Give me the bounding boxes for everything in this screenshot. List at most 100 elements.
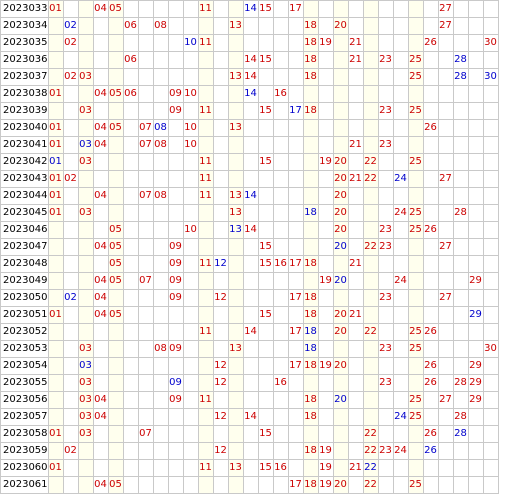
empty-cell	[107, 357, 124, 375]
red-number-cell: 23	[377, 221, 394, 239]
empty-cell	[437, 357, 454, 375]
empty-cell	[467, 85, 484, 103]
empty-cell	[482, 204, 499, 222]
empty-cell	[392, 374, 409, 392]
empty-cell	[107, 170, 124, 188]
red-number-cell: 04	[92, 136, 109, 154]
red-number-cell: 05	[107, 476, 124, 494]
issue-number: 2023039	[0, 102, 49, 120]
empty-cell	[287, 306, 304, 324]
empty-cell	[92, 34, 109, 52]
empty-cell	[242, 289, 259, 307]
red-number-cell: 19	[317, 442, 334, 460]
red-number-cell: 22	[362, 425, 379, 443]
table-row: 2023043 01 02 11 20 21 22 24 27	[0, 170, 499, 188]
red-number-cell: 23	[377, 289, 394, 307]
red-number-cell: 05	[107, 221, 124, 239]
red-number-cell: 22	[362, 442, 379, 460]
empty-cell	[182, 442, 199, 460]
empty-cell	[122, 255, 139, 273]
blue-number-cell: 01	[47, 153, 64, 171]
empty-cell	[212, 238, 229, 256]
empty-cell	[137, 255, 154, 273]
red-number-cell: 25	[407, 340, 424, 358]
empty-cell	[392, 221, 409, 239]
empty-cell	[197, 340, 214, 358]
red-number-cell: 07	[137, 272, 154, 290]
empty-cell	[347, 238, 364, 256]
empty-cell	[227, 102, 244, 120]
empty-cell	[332, 0, 349, 18]
empty-cell	[197, 51, 214, 69]
empty-cell	[107, 425, 124, 443]
red-number-cell: 17	[287, 0, 304, 18]
empty-cell	[62, 187, 79, 205]
empty-cell	[467, 102, 484, 120]
empty-cell	[392, 17, 409, 35]
empty-cell	[437, 204, 454, 222]
empty-cell	[62, 306, 79, 324]
red-number-cell: 11	[197, 34, 214, 52]
empty-cell	[212, 187, 229, 205]
empty-cell	[287, 34, 304, 52]
red-number-cell: 25	[407, 476, 424, 494]
empty-cell	[182, 51, 199, 69]
empty-cell	[182, 391, 199, 409]
empty-cell	[137, 153, 154, 171]
empty-cell	[272, 340, 289, 358]
empty-cell	[287, 136, 304, 154]
empty-cell	[482, 102, 499, 120]
empty-cell	[92, 459, 109, 477]
empty-cell	[182, 204, 199, 222]
empty-cell	[182, 238, 199, 256]
empty-cell	[77, 187, 94, 205]
empty-cell	[152, 391, 169, 409]
red-number-cell: 29	[467, 391, 484, 409]
red-number-cell: 26	[422, 357, 439, 375]
empty-cell	[467, 0, 484, 18]
issue-number: 2023035	[0, 34, 49, 52]
empty-cell	[332, 425, 349, 443]
red-number-cell: 09	[167, 102, 184, 120]
table-row: 2023055 03 09 12 16 23 26 28 29	[0, 374, 499, 392]
issue-number: 2023033	[0, 0, 49, 18]
empty-cell	[257, 17, 274, 35]
empty-cell	[467, 340, 484, 358]
empty-cell	[377, 34, 394, 52]
empty-cell	[392, 187, 409, 205]
red-number-cell: 01	[47, 119, 64, 137]
empty-cell	[467, 221, 484, 239]
empty-cell	[287, 238, 304, 256]
empty-cell	[167, 204, 184, 222]
empty-cell	[197, 119, 214, 137]
empty-cell	[107, 340, 124, 358]
empty-cell	[77, 289, 94, 307]
red-number-cell: 08	[152, 340, 169, 358]
empty-cell	[467, 68, 484, 86]
empty-cell	[347, 289, 364, 307]
empty-cell	[152, 238, 169, 256]
empty-cell	[317, 136, 334, 154]
empty-cell	[182, 170, 199, 188]
empty-cell	[77, 0, 94, 18]
red-number-cell: 09	[167, 340, 184, 358]
empty-cell	[407, 442, 424, 460]
red-number-cell: 25	[407, 204, 424, 222]
empty-cell	[107, 459, 124, 477]
empty-cell	[467, 153, 484, 171]
empty-cell	[302, 221, 319, 239]
red-number-cell: 21	[347, 51, 364, 69]
issue-number: 2023058	[0, 425, 49, 443]
table-row: 2023049 04 05 07 09 19 20 24 29	[0, 272, 499, 290]
empty-cell	[47, 272, 64, 290]
empty-cell	[47, 238, 64, 256]
empty-cell	[152, 323, 169, 341]
empty-cell	[212, 459, 229, 477]
empty-cell	[122, 459, 139, 477]
table-row: 2023038 01 04 05 06 09 10 14 16	[0, 85, 499, 103]
empty-cell	[482, 425, 499, 443]
red-number-cell: 11	[197, 255, 214, 273]
empty-cell	[227, 34, 244, 52]
empty-cell	[197, 442, 214, 460]
red-number-cell: 04	[92, 85, 109, 103]
